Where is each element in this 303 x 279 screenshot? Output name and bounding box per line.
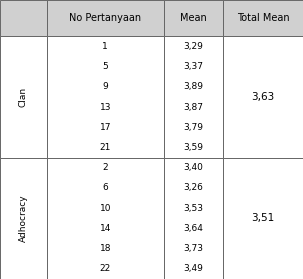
Text: Clan: Clan — [19, 87, 28, 107]
Bar — [0, 158, 47, 279]
Text: Mean: Mean — [180, 13, 207, 23]
Text: 3,64: 3,64 — [183, 224, 203, 233]
Text: 3,53: 3,53 — [183, 204, 203, 213]
Text: 10: 10 — [100, 204, 111, 213]
Text: 3,59: 3,59 — [183, 143, 203, 152]
Text: 13: 13 — [100, 103, 111, 112]
Text: 5: 5 — [102, 62, 108, 71]
Bar — [223, 36, 303, 158]
Bar — [223, 0, 303, 36]
Text: Adhocracy: Adhocracy — [19, 194, 28, 242]
Text: Total Mean: Total Mean — [237, 13, 289, 23]
Text: 2: 2 — [102, 163, 108, 172]
Bar — [0, 36, 47, 158]
Text: No Pertanyaan: No Pertanyaan — [69, 13, 142, 23]
Text: 3,51: 3,51 — [251, 213, 275, 223]
Bar — [47, 0, 164, 36]
Text: 3,87: 3,87 — [183, 103, 203, 112]
Bar — [164, 36, 223, 158]
Bar — [223, 158, 303, 279]
Bar — [164, 158, 223, 279]
Text: 3,37: 3,37 — [183, 62, 203, 71]
Text: 3,40: 3,40 — [183, 163, 203, 172]
Text: 3,79: 3,79 — [183, 123, 203, 132]
Text: 3,29: 3,29 — [183, 42, 203, 51]
Text: 22: 22 — [100, 264, 111, 273]
Bar — [164, 0, 223, 36]
Text: 9: 9 — [102, 82, 108, 91]
Text: 21: 21 — [100, 143, 111, 152]
Text: 3,26: 3,26 — [183, 184, 203, 193]
Text: 1: 1 — [102, 42, 108, 51]
Text: 17: 17 — [100, 123, 111, 132]
Text: 3,89: 3,89 — [183, 82, 203, 91]
Text: 14: 14 — [100, 224, 111, 233]
Text: 18: 18 — [100, 244, 111, 253]
Bar — [0, 0, 47, 36]
Text: 3,73: 3,73 — [183, 244, 203, 253]
Bar — [47, 158, 164, 279]
Text: 3,63: 3,63 — [251, 92, 275, 102]
Bar — [47, 36, 164, 158]
Text: 6: 6 — [102, 184, 108, 193]
Text: 3,49: 3,49 — [183, 264, 203, 273]
